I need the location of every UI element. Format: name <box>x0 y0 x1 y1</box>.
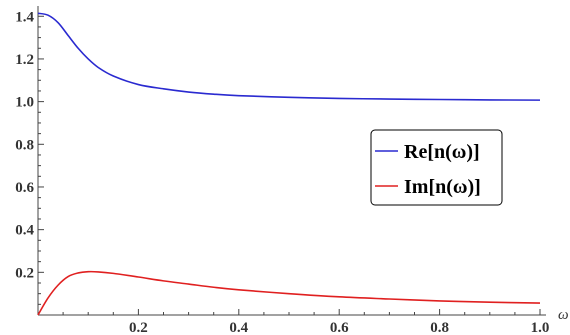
legend-box <box>370 129 503 206</box>
x-tick-label: 0.4 <box>229 320 248 335</box>
y-tick-label: 0.6 <box>15 180 34 196</box>
y-tick-label: 0.4 <box>15 223 34 239</box>
y-tick-label: 1.2 <box>15 52 34 68</box>
series-line-1 <box>37 270 541 316</box>
legend: Re[n(ω)] Im[n(ω)] <box>370 129 503 206</box>
x-axis-label: ω <box>558 307 569 323</box>
x-tick-label: 0.2 <box>129 320 148 335</box>
y-tick-label: 1.4 <box>15 9 34 25</box>
x-tick-label: 0.8 <box>430 320 449 335</box>
legend-label-im: Im[n(ω)] <box>404 176 481 198</box>
series-layer <box>37 12 541 316</box>
x-tick-label: 0.6 <box>330 320 349 335</box>
legend-label-re: Re[n(ω)] <box>404 141 480 163</box>
y-tick-label: 0.8 <box>15 137 34 153</box>
axes: 0.2 0.4 0.6 0.8 1.0 0.2 0.4 0.6 0.8 1.0 1.2 1.4 ω <box>15 6 569 335</box>
y-tick-label: 0.2 <box>15 265 34 281</box>
y-tick-label: 1.0 <box>15 95 34 111</box>
x-tick-label: 1.0 <box>531 320 550 335</box>
series-line-0 <box>37 12 541 101</box>
